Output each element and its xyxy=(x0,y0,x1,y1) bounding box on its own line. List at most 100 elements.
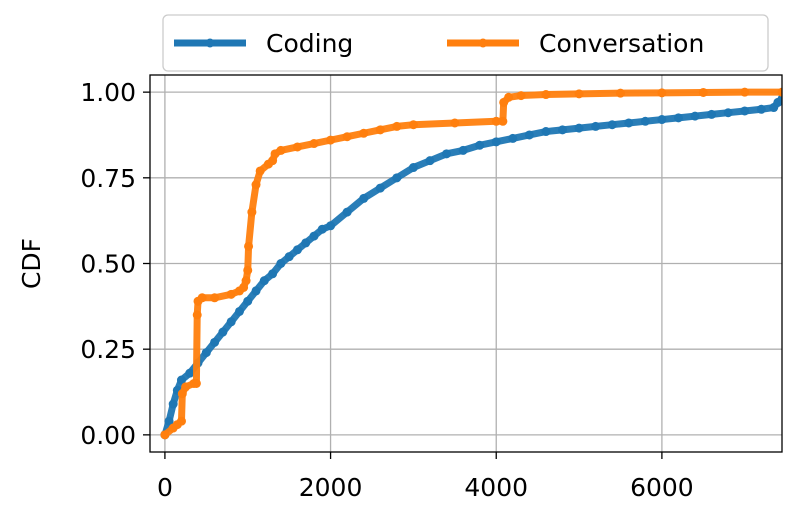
conversation-point xyxy=(255,166,265,176)
legend: Coding Conversation xyxy=(162,14,769,72)
coding-point xyxy=(508,133,518,143)
coding-point xyxy=(342,207,352,217)
series-conversation xyxy=(160,87,782,440)
coding-point xyxy=(251,286,261,296)
coding-point xyxy=(201,348,211,358)
coding-point xyxy=(326,221,336,231)
coding-point xyxy=(690,111,700,121)
conversation-point xyxy=(181,382,191,392)
coding-point xyxy=(541,127,551,137)
conversation-point xyxy=(243,265,253,275)
coding-point xyxy=(176,375,186,385)
coding-point xyxy=(375,183,385,193)
conversation-point xyxy=(309,139,319,149)
coding-point xyxy=(458,145,468,155)
conversation-point xyxy=(292,142,302,152)
x-tick-label: 6000 xyxy=(630,473,694,502)
conversation-point xyxy=(450,118,460,128)
coding-point xyxy=(226,317,236,327)
conversation-point xyxy=(241,276,251,286)
coding-point xyxy=(574,123,584,133)
conversation-point xyxy=(268,156,278,166)
conversation-point xyxy=(615,88,625,98)
coding-point xyxy=(524,130,534,140)
coding-point xyxy=(640,116,650,126)
coding-point xyxy=(218,327,228,337)
conversation-point xyxy=(408,120,418,130)
y-tick-label: 0.50 xyxy=(80,250,136,279)
coding-point xyxy=(624,118,634,128)
conversation-point xyxy=(375,125,385,135)
coding-point xyxy=(756,104,766,114)
conversation-point xyxy=(226,289,236,299)
x-tick-label: 2000 xyxy=(299,473,363,502)
coding-point xyxy=(309,231,319,241)
coding-point xyxy=(491,137,501,147)
conversation-point xyxy=(191,378,201,388)
conversation-point xyxy=(574,89,584,99)
coding-point xyxy=(657,115,667,125)
coding-point xyxy=(210,337,220,347)
y-tick-label: 0.25 xyxy=(80,335,136,364)
coding-point xyxy=(607,120,617,130)
series-layer xyxy=(160,87,782,440)
legend-label-conversation: Conversation xyxy=(539,29,704,58)
conversation-point xyxy=(247,207,257,217)
conversation-point xyxy=(491,116,501,126)
coding-point xyxy=(164,416,174,426)
coding-point xyxy=(168,399,178,409)
coding-point xyxy=(359,193,369,203)
conversation-point xyxy=(326,135,336,145)
coding-point xyxy=(301,238,311,248)
conversation-point xyxy=(176,416,186,426)
series-coding xyxy=(160,94,782,440)
y-tick-label: 1.00 xyxy=(80,78,136,107)
conversation-point xyxy=(210,293,220,303)
tick-layer: 0 2000 4000 6000 0.00 0.25 0.50 0.75 1.00 xyxy=(80,78,693,502)
coding-point xyxy=(673,113,683,123)
coding-point xyxy=(557,125,567,135)
coding-point xyxy=(408,163,418,173)
conversation-point xyxy=(251,180,261,190)
legend-marker-coding xyxy=(205,38,215,48)
y-tick-label: 0.75 xyxy=(80,164,136,193)
legend-marker-conversation xyxy=(478,38,488,48)
coding-point xyxy=(475,140,485,150)
conversation-point xyxy=(777,87,782,97)
coding-point xyxy=(740,106,750,116)
conversation-point xyxy=(541,90,551,100)
y-axis-title: CDF xyxy=(17,238,46,289)
coding-point xyxy=(317,224,327,234)
coding-point xyxy=(284,252,294,262)
conversation-point xyxy=(160,430,170,440)
conversation-point xyxy=(516,91,526,101)
coding-point xyxy=(591,121,601,131)
coding-point xyxy=(723,108,733,118)
coding-point xyxy=(268,269,278,279)
conversation-point xyxy=(342,132,352,142)
x-tick-label: 4000 xyxy=(464,473,528,502)
conversation-point xyxy=(239,282,249,292)
conversation-point xyxy=(197,293,207,303)
x-tick-label: 0 xyxy=(157,473,173,502)
coding-point xyxy=(292,245,302,255)
legend-items: Coding Conversation xyxy=(174,29,704,58)
coding-point xyxy=(442,149,452,159)
conversation-point xyxy=(498,116,508,126)
coding-point xyxy=(243,296,253,306)
legend-label-coding: Coding xyxy=(266,29,353,58)
conversation-point xyxy=(244,241,254,251)
coding-point xyxy=(425,156,435,166)
coding-point xyxy=(259,276,269,286)
coding-point xyxy=(234,306,244,316)
conversation-point xyxy=(657,88,667,98)
conversation-point xyxy=(192,310,202,320)
coding-point xyxy=(276,259,286,268)
y-tick-label: 0.00 xyxy=(80,421,136,450)
coding-line xyxy=(161,95,782,439)
conversation-point xyxy=(698,87,708,97)
conversation-point xyxy=(177,389,187,399)
conversation-point xyxy=(276,145,286,155)
conversation-point xyxy=(359,128,369,138)
